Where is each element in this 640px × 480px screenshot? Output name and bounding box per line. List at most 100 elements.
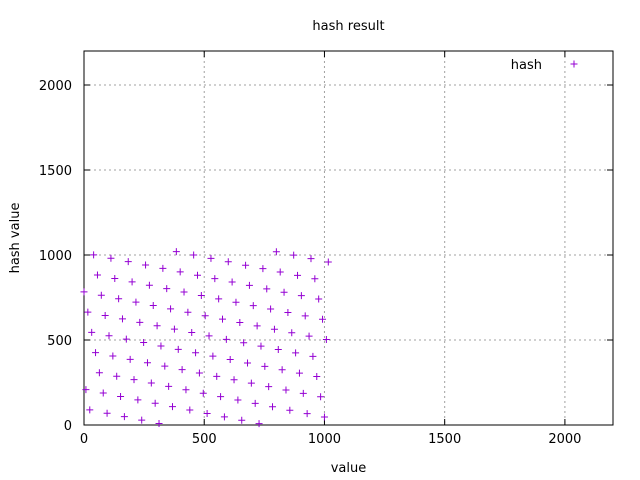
data-point [322, 335, 330, 343]
plot-frame [83, 50, 614, 426]
data-point [115, 295, 123, 303]
data-point [286, 406, 294, 414]
data-point [99, 389, 107, 397]
data-point [103, 409, 111, 417]
data-point [170, 325, 178, 333]
y-tick-label: 2000 [39, 79, 72, 94]
data-point [226, 356, 234, 364]
data-point [274, 346, 282, 354]
data-point [82, 386, 90, 394]
data-point [317, 393, 325, 401]
data-point [217, 393, 225, 401]
y-axis-label: hash value [8, 203, 23, 274]
data-point [307, 255, 315, 263]
data-point [263, 285, 271, 293]
data-point [253, 322, 261, 330]
data-point [251, 399, 259, 407]
data-point [303, 410, 311, 418]
x-tick-label: 0 [80, 432, 88, 447]
data-point [153, 322, 161, 330]
data-point [267, 305, 275, 313]
data-point [193, 271, 201, 279]
data-point [157, 342, 165, 350]
y-tick-label: 1500 [39, 164, 72, 179]
data-point [145, 281, 153, 289]
data-point [142, 261, 150, 269]
data-point [130, 376, 138, 384]
data-point [282, 386, 290, 394]
x-tick-label: 500 [192, 432, 217, 447]
chart-title: hash result [312, 19, 384, 34]
data-point [284, 308, 292, 316]
data-point [299, 389, 307, 397]
data-point [113, 372, 121, 380]
data-point [84, 308, 92, 316]
data-point [168, 403, 176, 411]
data-point [93, 271, 101, 279]
data-point [309, 352, 317, 360]
data-point [109, 352, 117, 360]
grid [84, 51, 613, 425]
data-point [288, 329, 296, 337]
data-point [224, 258, 232, 266]
data-point [234, 396, 242, 404]
data-point [255, 420, 263, 428]
data-point [128, 278, 136, 286]
data-point [136, 318, 144, 326]
data-point [320, 413, 328, 421]
data-point [126, 355, 134, 363]
data-point [101, 312, 109, 320]
data-point [236, 318, 244, 326]
data-point [120, 413, 128, 421]
data-point [238, 416, 246, 424]
data-point [140, 339, 148, 347]
data-point [257, 342, 265, 350]
data-point [209, 352, 217, 360]
data-point [180, 288, 188, 296]
data-point [155, 419, 163, 427]
data-point [122, 335, 130, 343]
data-point [259, 265, 267, 273]
data-point [297, 292, 305, 300]
data-point [138, 416, 146, 424]
data-point [219, 315, 227, 323]
data-point [201, 312, 209, 320]
data-point [245, 281, 253, 289]
data-point [278, 366, 286, 374]
data-point [80, 288, 88, 296]
series-hash [80, 248, 332, 428]
data-point [163, 285, 171, 293]
data-point [228, 278, 236, 286]
data-point [215, 295, 223, 303]
data-point [118, 315, 126, 323]
data-point [95, 369, 103, 377]
data-point [167, 305, 175, 313]
data-point [88, 328, 96, 336]
data-point [174, 345, 182, 353]
data-point [315, 295, 323, 303]
legend-marker-symbol [570, 60, 578, 68]
data-point [178, 366, 186, 374]
data-point [247, 379, 255, 387]
data-point [272, 248, 280, 256]
data-point [295, 369, 303, 377]
data-point [319, 315, 327, 323]
data-point [132, 298, 140, 306]
data-point [305, 332, 313, 340]
data-point [165, 382, 173, 390]
data-point [186, 406, 194, 414]
data-point [311, 275, 319, 283]
data-point [97, 291, 105, 299]
x-tick-label: 2000 [548, 432, 581, 447]
data-point [220, 413, 228, 421]
data-point [230, 376, 238, 384]
data-point [147, 379, 155, 387]
data-point [111, 274, 119, 282]
data-point [270, 325, 278, 333]
data-point [190, 251, 198, 259]
data-point [161, 362, 169, 370]
data-point [265, 383, 273, 391]
data-point [211, 275, 219, 283]
data-point [292, 349, 300, 357]
